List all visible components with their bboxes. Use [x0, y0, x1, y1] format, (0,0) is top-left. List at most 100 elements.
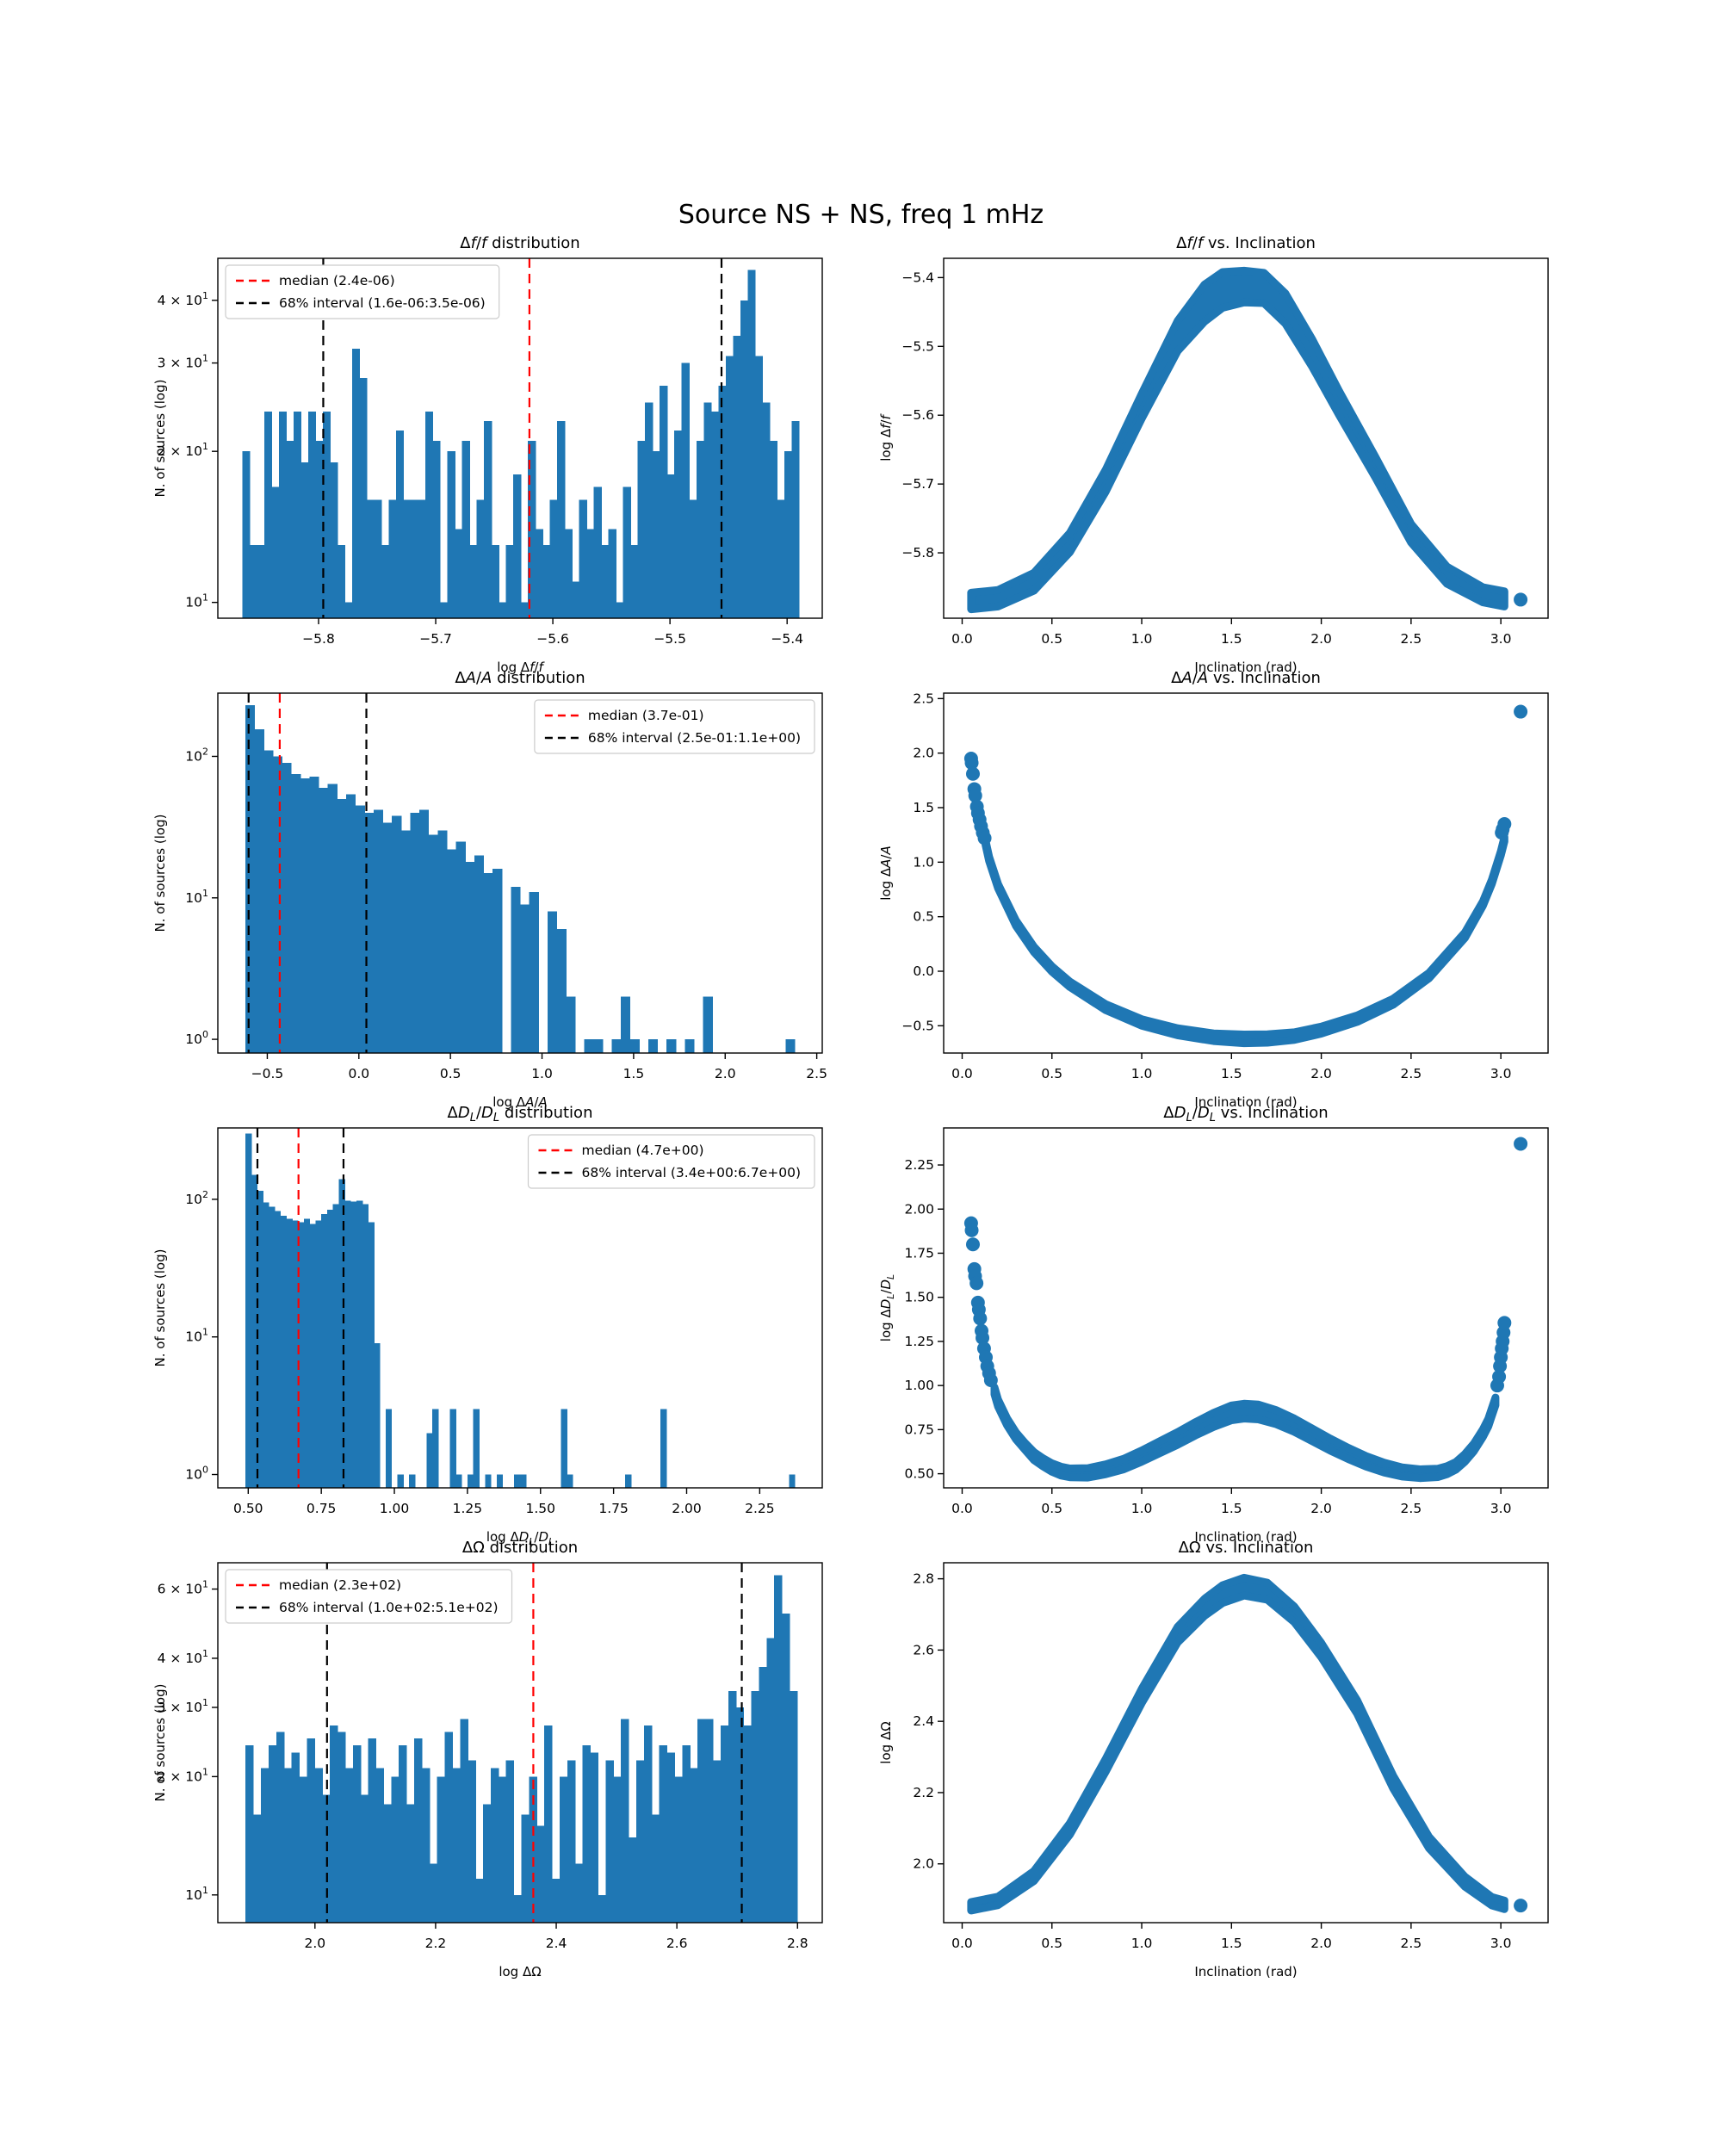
y-axis-label: N. of sources (log) — [152, 380, 168, 498]
hist-bar — [498, 1776, 507, 1923]
scatter-dots-scatter-dff — [1514, 592, 1528, 607]
hist-bar — [567, 1474, 573, 1488]
x-tick-label: 2.8 — [787, 1936, 808, 1951]
histogram-bars-hist-daa — [245, 705, 796, 1053]
legend-interval-label: 68% interval (1.0e+02:5.1e+02) — [279, 1600, 499, 1615]
scatter-dot — [1492, 1369, 1507, 1384]
y-tick-label: 1.50 — [904, 1290, 934, 1305]
x-axis-label: Inclination (rad) — [1194, 660, 1297, 675]
axes-frame — [217, 1127, 823, 1489]
y-axis-label: log ΔA/A — [878, 846, 894, 901]
hist-bar — [556, 929, 567, 1053]
subplot-scatter-domega: 0.0 0.5 1.0 1.5 2.0 2.5 3.0 2.0 2.2 2.4 2.6 2.8 ΔΩ v… — [878, 1539, 1549, 1979]
y-tick-label: 1.00 — [904, 1378, 934, 1393]
hist-bar — [315, 440, 324, 618]
hist-bar — [332, 1204, 340, 1488]
hist-bar — [789, 1691, 798, 1923]
hist-bar — [368, 1738, 377, 1923]
hist-bar — [520, 1474, 527, 1488]
hist-bar — [476, 499, 485, 618]
hist-bar — [253, 1814, 262, 1923]
x-tick-label: 1.5 — [623, 1066, 645, 1081]
scatter-dot — [976, 1330, 990, 1345]
hist-bar — [791, 420, 800, 618]
legend-median-label: median (3.7e-01) — [588, 708, 704, 723]
subplot-scatter-daa: 0.0 0.5 1.0 1.5 2.0 2.5 3.0 −0.5 0.0 0.5 1.0 1.5 2.0… — [878, 669, 1549, 1110]
hist-bar — [552, 1878, 561, 1923]
hist-bar — [298, 1222, 305, 1488]
hist-bar — [720, 1725, 729, 1923]
hist-bar — [697, 1719, 706, 1923]
y-tick-label: 0.75 — [904, 1422, 934, 1437]
scatter-dots-scatter-ddl — [963, 1137, 1528, 1393]
x-tick-label: 0.5 — [440, 1066, 461, 1081]
hist-bar — [291, 773, 301, 1053]
scatter-dot — [1514, 1899, 1528, 1913]
y-tick-label: −5.7 — [901, 476, 934, 492]
x-tick-label: 0.0 — [951, 631, 973, 647]
x-tick-label: −5.8 — [302, 631, 335, 647]
hist-bar — [652, 451, 660, 618]
histogram-bars-hist-ddl — [245, 1133, 796, 1488]
subplot-title: ΔA/A vs. Inclination — [1171, 669, 1321, 687]
hist-bar — [294, 412, 302, 618]
hist-bar — [283, 1768, 293, 1923]
hist-bar — [307, 1738, 315, 1923]
hist-bar — [572, 581, 580, 618]
hist-bar — [703, 996, 713, 1053]
hist-bar — [766, 1638, 775, 1923]
hist-bar — [406, 1804, 415, 1923]
hist-bar — [327, 784, 338, 1053]
hist-bar — [337, 1732, 346, 1923]
y-tick-label: 1.25 — [904, 1334, 934, 1349]
hist-bar — [630, 545, 639, 618]
y-tick-label: 4 × 101 — [158, 290, 208, 308]
y-tick-label: 1.0 — [913, 854, 934, 870]
scatter-dot — [965, 766, 980, 781]
hist-bar — [300, 462, 309, 618]
hist-bar — [710, 412, 719, 618]
x-tick-label: 1.5 — [1221, 1066, 1242, 1081]
hist-bar — [491, 545, 499, 618]
y-tick-label: 2.4 — [913, 1713, 934, 1729]
hist-bar — [326, 1209, 334, 1488]
legend-box — [534, 699, 815, 754]
hist-bar — [352, 1745, 362, 1923]
hist-bar — [392, 815, 402, 1053]
hist-bar — [280, 1215, 288, 1488]
y-tick-label: −5.5 — [901, 338, 934, 354]
hist-bar — [444, 1732, 454, 1923]
hist-bar — [264, 412, 273, 618]
scatter-dot — [968, 789, 982, 803]
x-tick-label: 2.00 — [672, 1501, 702, 1516]
hist-bar — [268, 1745, 277, 1923]
hist-bar — [636, 1760, 645, 1923]
hist-bar — [381, 545, 390, 618]
x-tick-label: 2.5 — [1401, 631, 1422, 647]
y-tick-label: −5.4 — [901, 270, 934, 285]
hist-bar — [567, 1760, 576, 1923]
x-tick-label: 2.0 — [1310, 1501, 1332, 1516]
y-tick-label: 2.0 — [913, 1856, 934, 1872]
legend-interval-label: 68% interval (1.6e-06:3.5e-06) — [279, 295, 486, 311]
hist-bar — [579, 499, 587, 618]
scatter-dot — [969, 1276, 984, 1291]
y-tick-label: 2.8 — [913, 1571, 934, 1587]
hist-bar — [447, 451, 455, 618]
hist-bar — [245, 1133, 252, 1488]
hist-bar — [682, 1745, 691, 1923]
hist-bar — [690, 1768, 698, 1923]
x-tick-label: 1.0 — [1131, 1501, 1153, 1516]
hist-bar — [274, 1211, 282, 1488]
hist-bar — [557, 420, 566, 618]
x-tick-label: 1.0 — [1131, 1066, 1153, 1081]
hist-bar — [356, 1200, 363, 1488]
hist-bar — [309, 1224, 316, 1488]
hist-bar — [598, 1894, 607, 1923]
x-axis-label: log Δf/f — [497, 660, 545, 675]
hist-bar — [426, 1433, 433, 1488]
hist-bar — [452, 1768, 461, 1923]
hist-bar — [492, 869, 503, 1053]
hist-bar — [391, 1776, 400, 1923]
hist-bar — [413, 1738, 423, 1923]
